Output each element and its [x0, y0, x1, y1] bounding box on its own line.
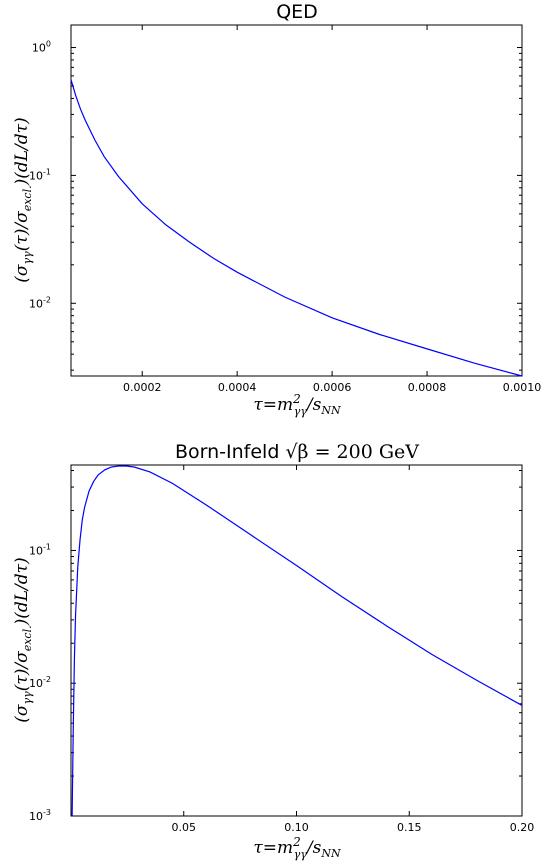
series-line-born-infeld: [71, 465, 523, 817]
x-tick-label: 0.20: [510, 821, 535, 834]
chart-qed: QED 0.0002 0.0004 0.0006 0.0008 0.0010 10-2 10…: [12, 1, 541, 418]
chart-title-qed: QED: [276, 1, 318, 23]
x-tick-label: 0.05: [172, 821, 197, 834]
chart-born-infeld: Born-Infeld √β = 200 GeV 0.05 0.10 0.15 0.2…: [12, 441, 534, 861]
x-tick-label: 0.0008: [408, 381, 447, 394]
y-tick-label: 100: [32, 40, 51, 55]
y-tick-label: 10-1: [29, 167, 51, 182]
chart-title-born-infeld-text: Born-Infeld: [175, 441, 279, 463]
x-axis-label-qed: τ=m2 γγ/sNN: [253, 392, 341, 418]
chart-title-born-infeld: Born-Infeld √β = 200 GeV: [175, 441, 419, 463]
x-tick-label: 0.10: [284, 821, 309, 834]
plot-frame-born-infeld: [70, 464, 523, 817]
x-tick-label: 0.0002: [123, 381, 162, 394]
y-tick-label: 10-2: [29, 295, 51, 310]
tick-group-born-infeld: 0.05 0.10 0.15 0.20 10-3 10-2 10-1: [29, 465, 534, 834]
y-axis-label-born-infeld: (σγγ(τ)/σexcl.)(dL/dτ): [12, 557, 34, 722]
y-tick-label: 10-3: [29, 808, 51, 823]
x-axis-label-born-infeld: τ=m2 γγ/sNN: [253, 835, 341, 861]
tick-group-qed: 0.0002 0.0004 0.0006 0.0008 0.0010 10-2 10-1 10…: [29, 25, 541, 394]
x-tick-label: 0.15: [397, 821, 422, 834]
x-tick-label: 0.0006: [313, 381, 352, 394]
x-tick-label: 0.0004: [218, 381, 257, 394]
y-axis-label-qed: (σγγ(τ)/σexcl.)(dL/dτ): [12, 117, 34, 282]
chart-title-born-infeld-math: √β = 200 GeV: [285, 441, 419, 463]
y-tick-label: 10-2: [29, 675, 51, 690]
x-tick-label: 0.0010: [503, 381, 542, 394]
y-tick-label: 10-1: [29, 542, 51, 557]
plot-frame-qed: [70, 24, 523, 377]
series-line-qed: [70, 79, 523, 377]
